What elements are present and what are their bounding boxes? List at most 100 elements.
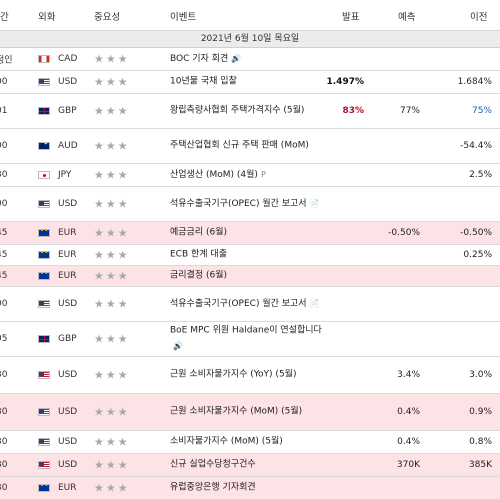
speaker-icon[interactable]: 🔊 [231,54,242,63]
currency-code: JPY [58,170,72,180]
event-row[interactable]: 00 USD ★★★ 석유수출국기구(OPEC) 월간 보고서📄 [0,187,500,222]
currency-code: EUR [58,250,77,260]
preliminary-icon[interactable]: P [260,170,266,179]
previous-value: 2.5% [469,170,492,180]
currency-code: USD [58,299,78,309]
event-label[interactable]: 유럽중앙은행 기자회견 [170,482,256,493]
event-time: 30 [0,483,8,493]
usa-flag-icon [38,78,50,86]
col-currency-header[interactable]: 외화 [38,12,56,23]
currency-code: USD [58,437,78,447]
event-row[interactable]: 01 GBP ★★★ 왕립측량사협회 주택가격지수 (5월) 83% 77% 75% [0,94,500,129]
event-row[interactable]: 30 EUR ★★★ 유럽중앙은행 기자회견 [0,477,500,500]
usa-flag-icon [38,300,50,308]
event-row[interactable]: 00 USD ★★★ 석유수출국기구(OPEC) 월간 보고서📄 [0,287,500,322]
event-row[interactable]: 45 EUR ★★★ 예금금리 (6월) -0.50% -0.50% [0,222,500,245]
currency-code: EUR [58,228,77,238]
event-label[interactable]: 금리결정 (6월) [170,270,228,281]
event-time: 30 [0,460,8,470]
col-forecast-header[interactable]: 예측 [398,12,416,23]
event-label[interactable]: BoE MPC 위원 Haldane이 연설합니다 [170,325,322,336]
event-name[interactable]: BOC 기자 회견 🔊 [170,51,322,67]
importance-stars: ★★★ [94,104,130,118]
event-name[interactable]: 석유수출국기구(OPEC) 월간 보고서 📄 [170,296,322,312]
event-label[interactable]: 예금금리 (6월) [170,227,228,238]
event-row[interactable]: 00 USD ★★★ 10년물 국채 입찰 1.497% 1.684% [0,71,500,94]
forecast-value: 0.4% [397,407,420,417]
event-row[interactable]: 30 USD ★★★ 근원 소비자물가지수 (YoY) (5월) 3.4% 3.0% [0,357,500,394]
currency-code: USD [58,407,78,417]
event-label[interactable]: 석유수출국기구(OPEC) 월간 보고서 [170,299,307,309]
event-name[interactable]: 신규 실업수당청구건수 [170,458,322,473]
event-row[interactable]: 30 USD ★★★ 근원 소비자물가지수 (MoM) (5월) 0.4% 0.9% [0,394,500,431]
event-name[interactable]: 근원 소비자물가지수 (YoY) (5월) [170,368,322,383]
event-row[interactable]: 45 EUR ★★★ ECB 한계 대출 0.25% [0,245,500,266]
usa-flag-icon [38,408,50,416]
col-time-header[interactable]: 간 [0,12,9,23]
event-label[interactable]: 근원 소비자물가지수 (MoM) (5월) [170,406,303,417]
australia-flag-icon [38,142,50,150]
event-name[interactable]: 유럽중앙은행 기자회견 [170,481,322,496]
event-time: 정인 [0,55,13,66]
usa-flag-icon [38,438,50,446]
uk-flag-icon [38,335,50,343]
col-importance-header[interactable]: 중요성 [94,12,121,23]
currency-code: GBP [58,106,77,116]
actual-value: 1.497% [326,77,365,87]
event-label[interactable]: 근원 소비자물가지수 (YoY) (5월) [170,369,297,380]
forecast-value: 77% [399,106,420,116]
importance-stars: ★★★ [94,332,130,346]
document-icon[interactable]: 📄 [309,199,320,208]
document-icon[interactable]: 📄 [309,299,320,308]
event-name[interactable]: ECB 한계 대출 [170,248,322,263]
importance-stars: ★★★ [94,139,130,153]
event-row[interactable]: 30 USD ★★★ 신규 실업수당청구건수 370K 385K [0,454,500,477]
event-name[interactable]: 석유수출국기구(OPEC) 월간 보고서 📄 [170,196,322,212]
event-label[interactable]: 10년물 국채 입찰 [170,76,237,87]
event-label[interactable]: ECB 한계 대출 [170,249,227,260]
previous-value: -54.4% [460,141,492,151]
event-name[interactable]: BoE MPC 위원 Haldane이 연설합니다 🔊 [170,324,322,355]
eu-flag-icon [38,272,50,280]
col-previous-header[interactable]: 이전 [470,12,488,23]
event-label[interactable]: 신규 실업수당청구건수 [170,459,256,470]
forecast-value: 0.4% [397,437,420,447]
event-label[interactable]: 주택산업협회 신규 주택 판매 (MoM) [170,140,309,151]
event-name[interactable]: 금리결정 (6월) [170,269,322,284]
uk-flag-icon [38,107,50,115]
event-name[interactable]: 산업생산 (MoM) (4월) P [170,167,322,183]
importance-stars: ★★★ [94,269,130,283]
event-row[interactable]: 05 GBP ★★★ BoE MPC 위원 Haldane이 연설합니다 🔊 [0,322,500,357]
event-name[interactable]: 10년물 국채 입찰 [170,75,322,90]
event-row[interactable]: 30 JPY ★★★ 산업생산 (MoM) (4월)P 2.5% [0,164,500,187]
event-time: 30 [0,170,8,180]
event-name[interactable]: 왕립측량사협회 주택가격지수 (5월) [170,104,322,119]
event-row[interactable]: 00 AUD ★★★ 주택산업협회 신규 주택 판매 (MoM) -54.4% [0,129,500,164]
speaker-icon[interactable]: 🔊 [173,341,183,351]
table-header: 간 외화 중요성 이벤트 발표 예측 이전 [0,0,500,31]
event-row[interactable]: 정인 CAD ★★★ BOC 기자 회견 🔊 [0,48,500,71]
event-name[interactable]: 근원 소비자물가지수 (MoM) (5월) [170,405,322,420]
currency-code: EUR [58,483,77,493]
event-name[interactable]: 예금금리 (6월) [170,226,322,241]
importance-stars: ★★★ [94,52,130,66]
event-label[interactable]: 소비자물가지수 (MoM) (5월) [170,436,283,447]
event-label[interactable]: BOC 기자 회견 [170,54,229,64]
event-row[interactable]: 45 EUR ★★★ 금리결정 (6월) [0,266,500,287]
event-name[interactable]: 주택산업협회 신규 주택 판매 (MoM) [170,139,322,154]
importance-stars: ★★★ [94,458,130,472]
event-label[interactable]: 산업생산 (MoM) (4월) [170,170,258,180]
event-time: 00 [0,199,8,209]
event-label[interactable]: 왕립측량사협회 주택가격지수 (5월) [170,105,305,116]
event-row[interactable]: 30 USD ★★★ 소비자물가지수 (MoM) (5월) 0.4% 0.8% [0,431,500,454]
col-event-header[interactable]: 이벤트 [170,12,197,23]
importance-stars: ★★★ [94,75,130,89]
col-actual-header[interactable]: 발표 [342,12,360,23]
usa-flag-icon [38,371,50,379]
currency-code: EUR [58,271,77,281]
event-label[interactable]: 석유수출국기구(OPEC) 월간 보고서 [170,199,307,209]
importance-stars: ★★★ [94,405,130,419]
previous-value: 75% [471,106,492,116]
event-name[interactable]: 소비자물가지수 (MoM) (5월) [170,435,322,450]
forecast-value: 3.4% [397,370,420,380]
